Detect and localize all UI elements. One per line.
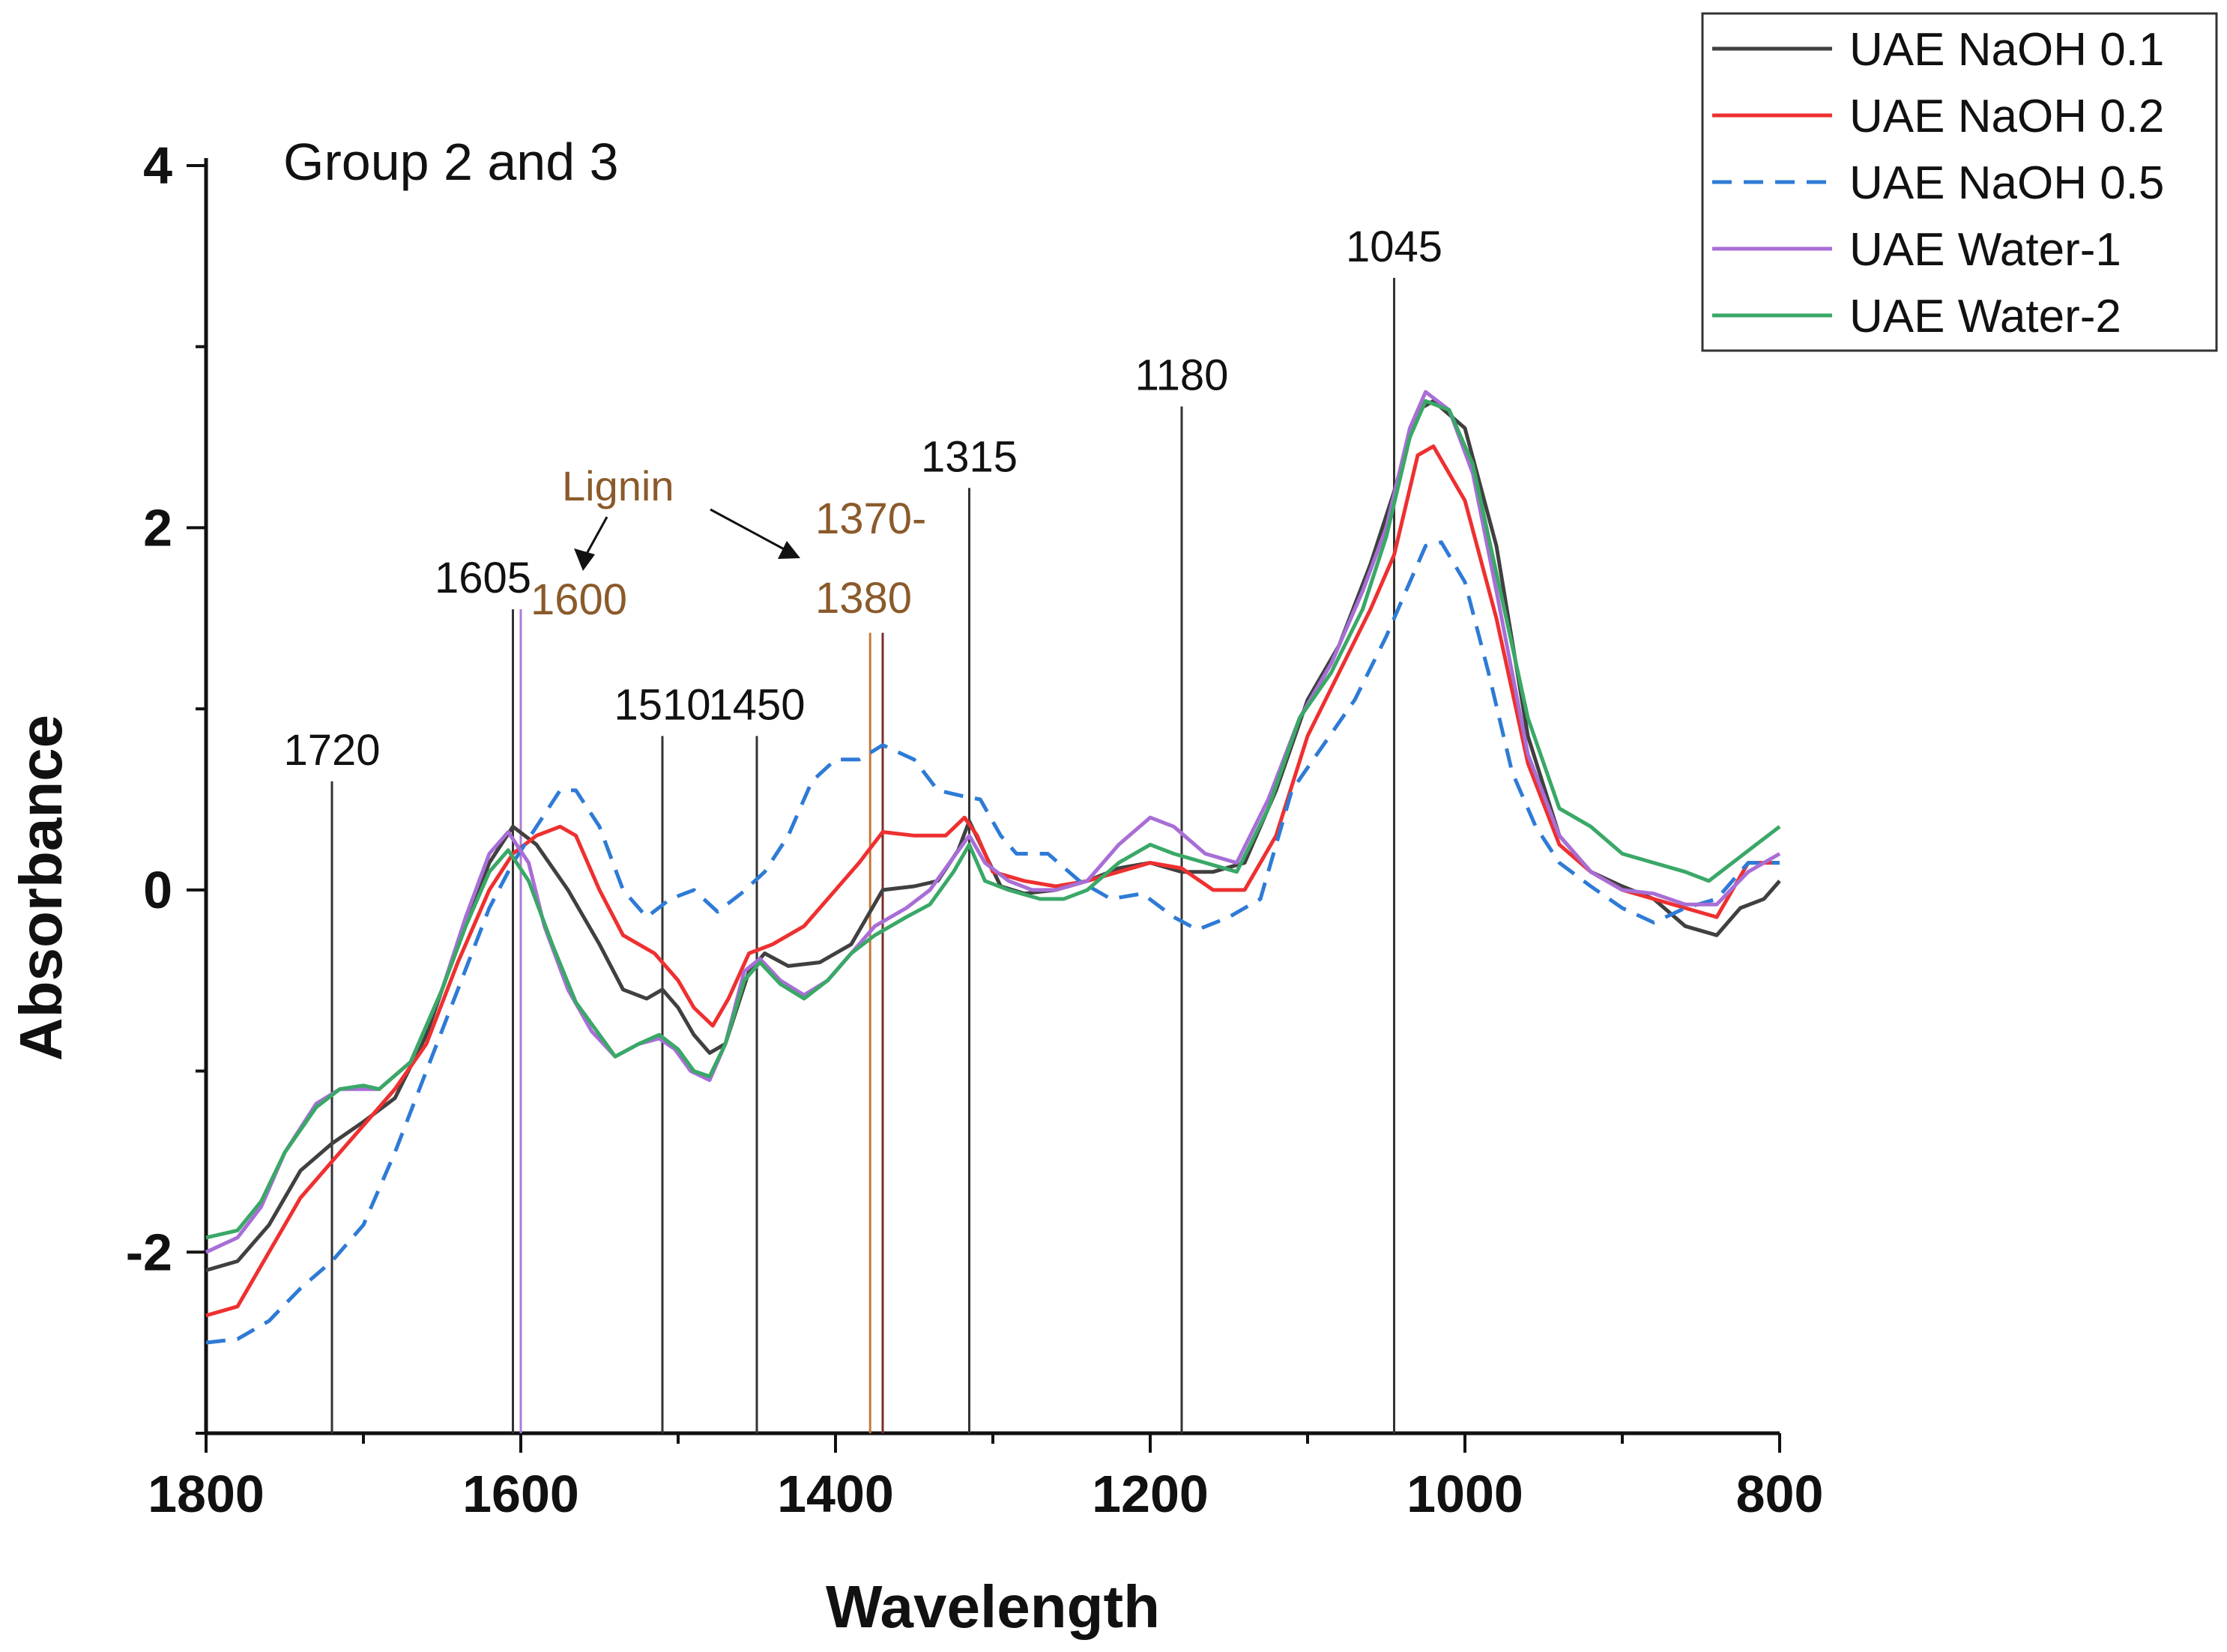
legend-label-1: UAE NaOH 0.1 <box>1849 24 2164 76</box>
series-lines <box>205 390 1781 1345</box>
y-tick-label: 0 <box>143 861 172 919</box>
lignin-arrow-right <box>710 508 788 552</box>
reference-label-1315: 1315 <box>921 432 1018 481</box>
x-tick-label: 1600 <box>462 1465 579 1523</box>
lignin-arrowhead-left <box>574 548 595 571</box>
x-tick-label: 1000 <box>1406 1465 1523 1523</box>
series-line-4 <box>205 390 1781 1254</box>
x-tick-label: 800 <box>1736 1465 1824 1523</box>
x-tick-label: 1400 <box>777 1465 894 1523</box>
y-tick-label: 2 <box>143 498 172 557</box>
y-axis-label: Absorbance <box>7 715 74 1061</box>
reference-label-1720: 1720 <box>283 726 380 775</box>
lignin-label: Lignin <box>562 462 674 509</box>
reference-label-1450: 1450 <box>708 680 805 729</box>
axes: 1800 1600 1400 1200 1000 800 -2 0 2 4 <box>126 136 1824 1523</box>
reference-label-1045: 1045 <box>1346 223 1442 271</box>
reference-label-1605: 1605 <box>435 554 531 602</box>
legend-label-5: UAE Water-2 <box>1849 291 2121 342</box>
x-axis-label: Wavelength <box>826 1573 1160 1640</box>
reference-label-1510: 1510 <box>614 680 710 729</box>
y-tick-label: 4 <box>143 136 172 195</box>
x-tick-label: 1800 <box>148 1465 265 1523</box>
chart-title: Group 2 and 3 <box>283 133 619 191</box>
legend-label-2: UAE NaOH 0.2 <box>1849 91 2164 142</box>
reference-label-1180: 1180 <box>1135 351 1229 399</box>
series-line-5 <box>205 399 1781 1240</box>
legend: UAE NaOH 0.1 UAE NaOH 0.2 UAE NaOH 0.5 UAE … <box>1701 12 2218 352</box>
y-tick-label: -2 <box>126 1223 172 1281</box>
series-line-3 <box>205 540 1780 1345</box>
lignin-range-top-label: 1370- <box>815 494 926 543</box>
x-tick-label: 1200 <box>1092 1465 1209 1523</box>
legend-label-4: UAE Water-1 <box>1849 224 2121 276</box>
lignin-1600-label: 1600 <box>531 575 627 624</box>
series-line-2 <box>205 444 1780 1318</box>
legend-label-3: UAE NaOH 0.5 <box>1849 157 2164 209</box>
lignin-range-bottom-label: 1380 <box>815 574 912 623</box>
lignin-arrowhead-right <box>778 541 800 559</box>
annotations: Group 2 and 3 Lignin 1600 1370- 1380 Wav… <box>7 133 1160 1640</box>
